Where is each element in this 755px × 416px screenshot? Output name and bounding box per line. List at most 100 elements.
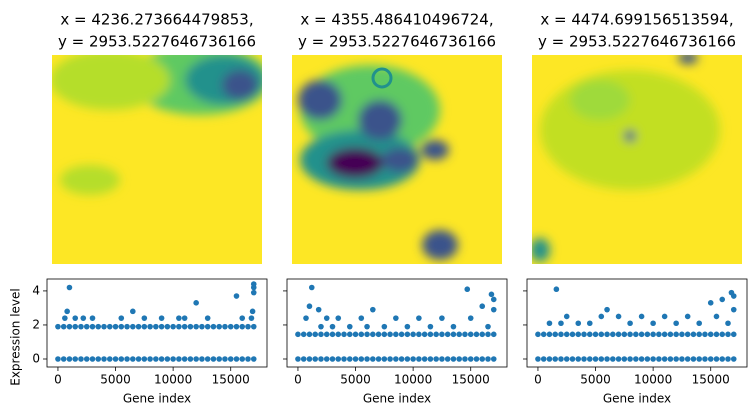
point [540,331,547,338]
x-tick-label: 15000 [212,373,250,387]
point [55,323,61,330]
point [335,315,342,321]
point [488,291,495,298]
point [352,356,359,362]
point [535,356,541,362]
point [329,323,336,330]
point [540,356,547,362]
point [381,331,388,338]
point [485,356,491,362]
x-tick-label: 5000 [340,373,371,387]
point [248,315,255,321]
chart-title: y = 2953.5227646736166 [298,33,496,51]
point [610,331,616,338]
point [158,323,165,330]
point [239,356,246,362]
point [421,331,428,338]
point [112,323,119,330]
point [592,356,599,362]
point [118,315,125,321]
x-axis-label: Gene index [603,392,671,406]
points [535,286,737,362]
point [552,356,559,362]
point [581,331,587,338]
point [78,323,84,330]
point [176,356,182,362]
point [164,356,171,362]
point [364,331,370,338]
point [575,356,582,362]
point [381,356,388,362]
point [315,306,322,313]
tissue-image [532,55,742,264]
point [615,313,622,320]
point [627,331,633,338]
point [303,315,309,321]
point [650,320,656,327]
point [644,331,651,338]
point [615,356,622,362]
point [118,323,125,330]
x-tick-label: 0 [534,373,542,387]
point [479,356,486,362]
point [193,300,199,306]
y-tick-label: 2 [32,317,40,331]
point [222,356,228,362]
point [222,323,228,330]
point [358,356,365,362]
point [661,331,668,338]
point [473,331,480,338]
point [370,356,376,362]
point [638,356,645,362]
point [416,356,422,362]
point [78,356,84,362]
point [130,308,136,315]
point [473,356,480,362]
point [730,293,737,299]
x-axis-label: Gene index [363,392,431,406]
point [393,315,399,321]
point [62,315,68,321]
point [604,306,610,313]
point [398,356,405,362]
point [233,293,240,299]
point [535,331,541,338]
point [227,323,234,330]
point [306,356,313,362]
point [124,323,130,330]
point [598,356,605,362]
point [553,286,560,293]
point [346,331,353,338]
point [89,315,96,321]
point [464,286,471,293]
point [444,331,451,338]
point [684,331,691,338]
point [581,356,587,362]
point [346,356,353,362]
point [66,284,73,291]
point [467,315,474,321]
point [83,356,90,362]
point [673,320,679,327]
point [66,356,73,362]
point [170,356,176,362]
point [467,331,474,338]
point [427,331,434,338]
point [158,315,165,321]
chart-title: y = 2953.5227646736166 [58,33,256,51]
point [147,323,153,330]
point [181,315,188,321]
point [341,356,347,362]
point [679,331,685,338]
point [250,356,257,362]
point [306,331,313,338]
chart-title: x = 4236.273664479853, [60,11,253,29]
point [72,315,79,321]
point [199,356,205,362]
point [89,323,96,330]
chart-title: y = 2953.5227646736166 [538,33,736,51]
point [479,331,486,338]
point [101,323,107,330]
point [393,331,399,338]
